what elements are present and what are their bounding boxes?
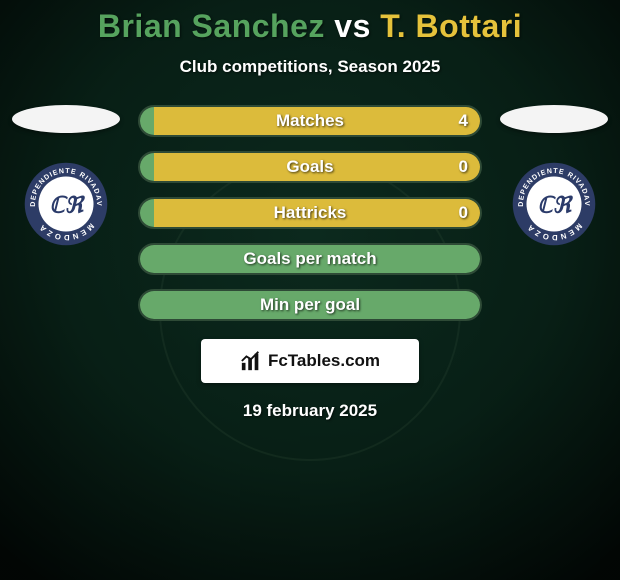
svg-text:ℂℜ: ℂℜ — [537, 193, 574, 218]
bar-chart-icon — [240, 350, 262, 372]
right-player-avatar-placeholder — [500, 105, 608, 133]
stats-column: Matches 4 Goals 0 Hattricks 0 Goals per match M… — [138, 105, 482, 321]
stat-label: Goals — [286, 157, 333, 177]
stat-fill-left — [140, 199, 154, 227]
right-player-column: INDEPENDIENTE RIVADAVIA MENDOZA ℂℜ — [500, 105, 608, 247]
stat-bar: Goals per match — [138, 243, 482, 275]
subtitle: Club competitions, Season 2025 — [0, 57, 620, 77]
stat-bar: Matches 4 — [138, 105, 482, 137]
date-line: 19 february 2025 — [0, 401, 620, 421]
title-vs: vs — [334, 8, 371, 44]
left-club-badge-icon: INDEPENDIENTE RIVADAVIA MENDOZA ℂℜ — [23, 161, 109, 247]
left-player-column: INDEPENDIENTE RIVADAVIA MENDOZA ℂℜ — [12, 105, 120, 247]
title-player2: T. Bottari — [380, 8, 522, 44]
comparison-row: INDEPENDIENTE RIVADAVIA MENDOZA ℂℜ Match… — [0, 105, 620, 321]
stat-label: Min per goal — [260, 295, 360, 315]
stat-bar: Hattricks 0 — [138, 197, 482, 229]
stat-value-right: 0 — [459, 203, 468, 223]
stat-fill-left — [140, 153, 154, 181]
stat-label: Hattricks — [274, 203, 347, 223]
brand-text: FcTables.com — [268, 351, 380, 371]
stat-label: Matches — [276, 111, 344, 131]
left-player-avatar-placeholder — [12, 105, 120, 133]
page-title: Brian Sanchez vs T. Bottari — [0, 0, 620, 45]
stat-label: Goals per match — [243, 249, 376, 269]
stat-fill-left — [140, 107, 154, 135]
stat-bar: Goals 0 — [138, 151, 482, 183]
title-player1: Brian Sanchez — [98, 8, 325, 44]
stat-bar: Min per goal — [138, 289, 482, 321]
stat-value-right: 0 — [459, 157, 468, 177]
stat-value-right: 4 — [459, 111, 468, 131]
svg-text:ℂℜ: ℂℜ — [49, 193, 86, 218]
right-club-badge-icon: INDEPENDIENTE RIVADAVIA MENDOZA ℂℜ — [511, 161, 597, 247]
brand-box[interactable]: FcTables.com — [201, 339, 419, 383]
